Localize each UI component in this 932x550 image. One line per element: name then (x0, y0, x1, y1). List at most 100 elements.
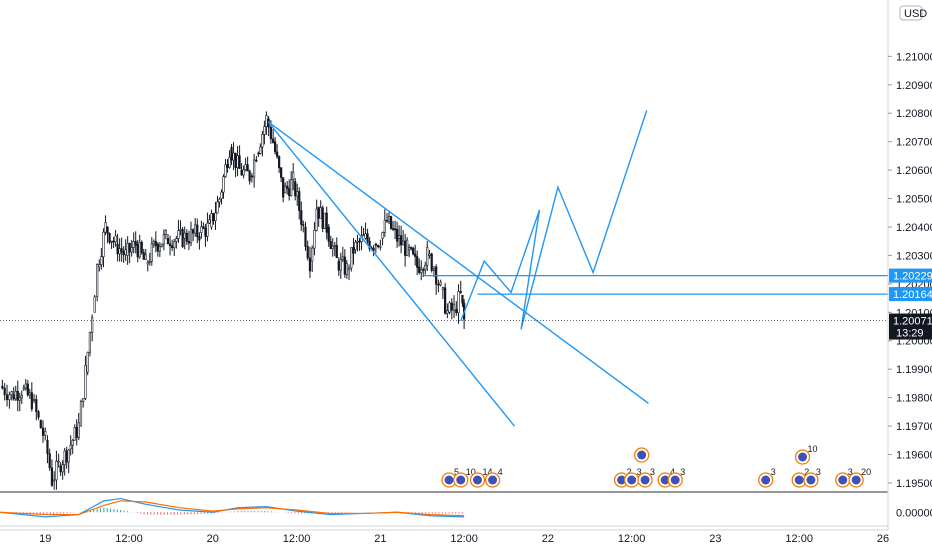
event-badge[interactable]: 14 (469, 467, 493, 488)
candle-body (261, 134, 264, 148)
candle-body (136, 243, 139, 258)
candle-body (198, 236, 201, 241)
event-badge[interactable]: 3 (758, 467, 776, 488)
event-count: 3 (680, 467, 685, 477)
event-flag-inner-icon (660, 475, 670, 485)
candle-body (420, 269, 423, 273)
price-tag: 1.20229 (889, 268, 932, 283)
candle-body (315, 208, 318, 231)
candle-body (35, 399, 38, 412)
event-badge[interactable]: 20 (848, 467, 871, 488)
time-tick-label: 22 (542, 533, 554, 545)
candle-body (290, 179, 293, 196)
event-flag-inner-icon (670, 475, 680, 485)
candle-body (156, 243, 159, 252)
trendline-1[interactable] (267, 121, 515, 427)
candle-body (313, 229, 316, 249)
event-count: 20 (861, 467, 871, 477)
candle-body (44, 430, 47, 436)
candle-body (53, 479, 56, 482)
event-badge[interactable]: 3 (637, 467, 655, 488)
candle-body (138, 241, 141, 258)
macd-tick-label: 0.00000 (896, 507, 932, 519)
candle-body (356, 240, 359, 243)
candle-body (376, 245, 380, 247)
candle-body (26, 383, 29, 396)
candle-body (148, 261, 151, 263)
event-badge[interactable]: 5 (441, 467, 459, 488)
time-axis[interactable]: 19 12:00 20 12:00 21 12:00 22 12:00 23 12:00 26 (0, 529, 889, 545)
candle-body (244, 164, 247, 171)
candle-body (286, 185, 289, 189)
candle-body (73, 426, 76, 441)
candle-body (397, 235, 401, 239)
candle-body (391, 228, 395, 230)
currency-label: USD (904, 8, 927, 20)
trendline-drawings[interactable] (267, 110, 649, 427)
candle-body (448, 302, 451, 313)
candle-body (242, 169, 245, 176)
candle-body (69, 444, 72, 450)
event-badge[interactable]: 3 (667, 467, 685, 488)
economic-events[interactable]: 5 10 14 4 2 3 3 4 3 3 2 3 3 2010 (441, 444, 871, 488)
candle-body (100, 256, 103, 265)
candle-body (20, 394, 23, 399)
candle-body (387, 216, 391, 222)
candle-body (216, 201, 219, 214)
time-tick-label: 26 (877, 533, 889, 545)
projection-path[interactable] (460, 110, 648, 330)
candle-body (3, 387, 6, 396)
event-badge[interactable]: 10 (794, 444, 818, 465)
candle-body (424, 264, 427, 271)
event-count: 3 (650, 467, 655, 477)
event-count: 3 (771, 467, 776, 477)
time-tick-label: 12:00 (283, 533, 311, 545)
candle-body (1, 385, 4, 389)
candle-body (166, 238, 170, 245)
candle-body (88, 332, 92, 353)
event-count: 3 (816, 467, 821, 477)
candle-body (238, 155, 241, 170)
candle-body (132, 241, 135, 248)
price-tag-box (889, 268, 932, 283)
candle-body (302, 224, 305, 226)
candle-body (65, 450, 68, 463)
candle-body (461, 294, 464, 304)
candle-body (341, 256, 344, 260)
candle-body (366, 233, 369, 242)
candle-body (24, 383, 27, 389)
candle-body (48, 453, 51, 469)
candle-body (130, 247, 133, 253)
candle-body (441, 287, 444, 290)
currency-button[interactable] (899, 5, 923, 21)
candle-body (82, 398, 85, 402)
candle-body (30, 392, 33, 410)
event-badge[interactable]: 3 (803, 467, 821, 488)
horizontal-level-drawings[interactable] (0, 275, 888, 321)
candle-body (300, 210, 303, 225)
candle-body (144, 254, 147, 260)
time-tick-label: 12:00 (450, 533, 478, 545)
candle-body (187, 241, 191, 244)
event-badge[interactable] (634, 447, 650, 463)
event-badge[interactable]: 2 (791, 467, 809, 488)
event-badge[interactable]: 4 (484, 467, 503, 488)
price-tag-text: 1.20164 (893, 289, 932, 301)
event-flag-inner-icon (761, 475, 771, 485)
candle-body (455, 309, 458, 314)
candle-body (181, 229, 184, 247)
candle-body (41, 427, 45, 436)
candle-body (274, 141, 277, 153)
candle-body (410, 247, 413, 249)
candle-body (345, 263, 348, 275)
event-badge[interactable]: 10 (453, 467, 476, 488)
candle-body (383, 219, 386, 233)
price-tick-label: 1.20300 (896, 250, 932, 262)
candle-body (358, 240, 361, 243)
candle-body (146, 261, 149, 265)
candle-body (50, 467, 54, 486)
trendline-2[interactable] (267, 121, 649, 404)
candle-body (177, 230, 180, 239)
